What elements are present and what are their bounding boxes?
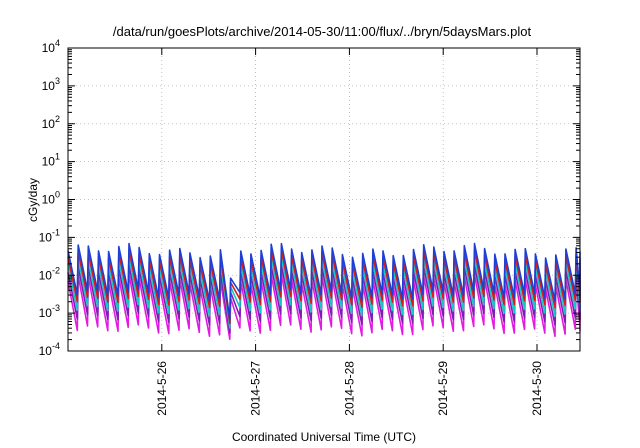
y-tick-label: 10-2 bbox=[39, 265, 60, 282]
x-tick-label: 2014-5-26 bbox=[155, 361, 169, 416]
chart-title: /data/run/goesPlots/archive/2014-05-30/1… bbox=[113, 24, 532, 39]
series-line bbox=[67, 242, 581, 321]
data-series bbox=[67, 242, 581, 340]
x-tick-label: 2014-5-28 bbox=[342, 361, 356, 416]
y-tick-label: 101 bbox=[42, 152, 60, 169]
x-tick-label: 2014-5-30 bbox=[530, 361, 544, 416]
y-tick-label: 100 bbox=[42, 190, 60, 207]
x-tick-label: 2014-5-27 bbox=[249, 361, 263, 416]
y-tick-label: 10-3 bbox=[39, 303, 60, 320]
axis-ticks: 10-4 10-3 10-2 10-1 100 101 102 103 104 2014-5-26… bbox=[39, 38, 580, 416]
y-tick-label: 102 bbox=[42, 114, 60, 131]
y-tick-label: 10-4 bbox=[39, 341, 60, 358]
x-axis-label: Coordinated Universal Time (UTC) bbox=[232, 430, 416, 444]
y-tick-label: 103 bbox=[42, 76, 60, 93]
y-axis-label: cGy/day bbox=[26, 178, 40, 222]
y-tick-label: 104 bbox=[42, 38, 60, 55]
x-tick-label: 2014-5-29 bbox=[436, 361, 450, 416]
y-tick-label: 10-1 bbox=[39, 227, 60, 244]
